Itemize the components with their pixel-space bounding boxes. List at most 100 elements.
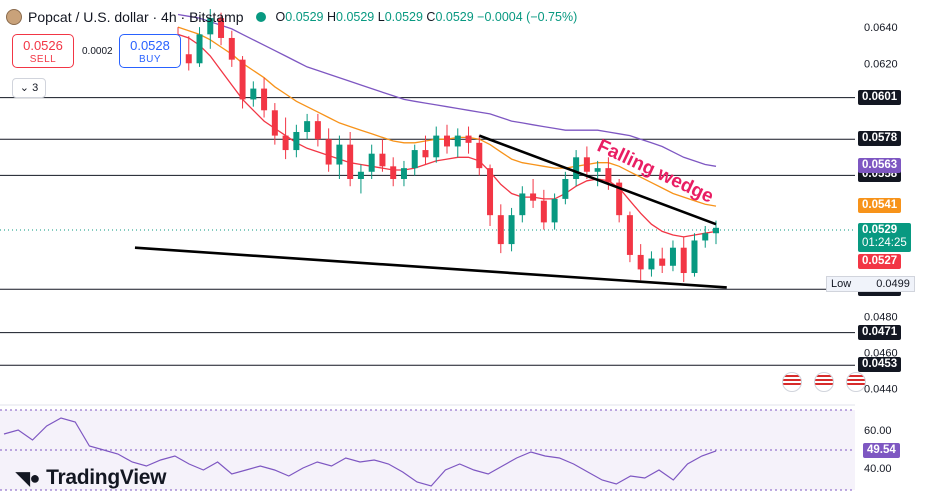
brand-name: TradingView bbox=[46, 466, 167, 489]
candle-body bbox=[218, 18, 225, 38]
low-label: Low bbox=[831, 278, 852, 290]
l-value: 0.0529 bbox=[384, 10, 423, 24]
candle-body bbox=[487, 168, 494, 216]
c-value: 0.0529 bbox=[435, 10, 474, 24]
candle-body bbox=[497, 215, 504, 245]
price-tag-value: 0.0527 bbox=[862, 255, 898, 267]
candle-body bbox=[465, 135, 472, 143]
candle-body bbox=[207, 18, 214, 35]
symbol-title[interactable]: Popcat / U.S. dollar · 4h · Bitstamp bbox=[28, 9, 244, 25]
candle-body bbox=[540, 200, 547, 223]
price-tag-value: 0.0541 bbox=[862, 199, 898, 212]
candle-body bbox=[713, 227, 719, 234]
candle-body bbox=[271, 110, 278, 136]
low-marker: Low 0.0499 bbox=[826, 276, 915, 292]
sell-price: 0.0526 bbox=[23, 38, 63, 53]
level-tag: 0.0578 bbox=[858, 131, 902, 147]
price-tag: 0.0563 bbox=[858, 158, 902, 174]
rsi-tick-40: 40.00 bbox=[864, 463, 892, 475]
countdown-timer: 01:24:25 bbox=[862, 237, 907, 249]
chevron-down-icon: ⌄ bbox=[19, 82, 30, 94]
live-dot-icon bbox=[255, 12, 266, 22]
rsi-value-tag: 49.54 bbox=[863, 443, 900, 458]
candle-body bbox=[669, 247, 676, 266]
candle-body bbox=[562, 178, 569, 199]
candle-body bbox=[659, 258, 666, 266]
price-tag-value: 0.0529 bbox=[862, 224, 898, 236]
us-flag-icon[interactable] bbox=[782, 372, 802, 392]
level-tag: 0.0601 bbox=[858, 89, 902, 105]
wedge-line bbox=[134, 246, 727, 289]
candle-body bbox=[347, 144, 354, 179]
candle-body bbox=[368, 153, 375, 172]
candle-body bbox=[691, 240, 698, 274]
candle-body bbox=[594, 168, 601, 172]
h-label: H bbox=[326, 10, 337, 24]
level-tag: 0.0471 bbox=[858, 324, 902, 340]
candle-body bbox=[261, 88, 268, 111]
change-value: −0.0004 (−0.75%) bbox=[477, 10, 578, 24]
wedge-line bbox=[478, 134, 717, 226]
us-flag-icon[interactable] bbox=[814, 372, 834, 392]
candle-body bbox=[626, 215, 633, 255]
candle-body bbox=[282, 135, 289, 151]
chart-header: Popcat / U.S. dollar · 4h · Bitstamp O0.… bbox=[6, 6, 577, 28]
candle-body bbox=[325, 139, 332, 165]
price-tick-label: 0.0640 bbox=[864, 22, 898, 34]
candle-body bbox=[239, 59, 246, 100]
horizontal-levels bbox=[0, 97, 855, 366]
candle-body bbox=[680, 247, 687, 274]
sell-button[interactable]: 0.0526 SELL bbox=[12, 34, 74, 68]
candle-body bbox=[444, 135, 450, 147]
candle-body bbox=[185, 54, 192, 64]
candle-body bbox=[605, 168, 612, 183]
tradingview-brand[interactable]: ◥● TradingView bbox=[16, 466, 166, 490]
price-tick-label: 0.0460 bbox=[864, 348, 898, 360]
sell-label: SELL bbox=[29, 54, 57, 65]
price-candles bbox=[175, 9, 719, 283]
price-tag: 0.0527 bbox=[858, 254, 902, 269]
price-tick-label: 0.0620 bbox=[864, 58, 898, 70]
indicators-collapse-button[interactable]: ⌄ 3 bbox=[12, 78, 46, 98]
low-value: 0.0499 bbox=[876, 278, 910, 290]
moving-average-line bbox=[177, 13, 717, 167]
candle-body bbox=[508, 215, 515, 245]
rsi-band bbox=[0, 410, 855, 490]
c-label: C bbox=[426, 10, 436, 24]
buy-label: BUY bbox=[138, 54, 162, 65]
rsi-tick-60: 60.00 bbox=[864, 425, 892, 437]
candle-body bbox=[551, 198, 558, 223]
candle-body bbox=[379, 153, 386, 167]
candle-body bbox=[476, 142, 483, 169]
candle-body bbox=[530, 193, 537, 201]
candle-body bbox=[573, 157, 580, 179]
candle-body bbox=[357, 171, 364, 179]
candle-body bbox=[648, 258, 655, 270]
rsi-line bbox=[3, 417, 717, 487]
tradingview-logo-icon: ◥● bbox=[16, 467, 41, 488]
spread-value: 0.0002 bbox=[82, 46, 113, 57]
candle-body bbox=[702, 233, 709, 241]
candle-body bbox=[293, 131, 300, 151]
candle-body bbox=[422, 150, 429, 158]
buy-price: 0.0528 bbox=[130, 38, 170, 53]
indicators-count: 3 bbox=[32, 82, 39, 94]
h-value: 0.0529 bbox=[336, 10, 375, 24]
candle-body bbox=[304, 121, 311, 132]
candle-body bbox=[583, 157, 590, 172]
candle-body bbox=[411, 150, 418, 169]
candle-body bbox=[519, 193, 526, 216]
falling-wedge-lines bbox=[134, 134, 727, 289]
price-axis-ticks: 0.0640 0.0620 0.0480 0.0460 0.0440 bbox=[864, 22, 898, 396]
candle-body bbox=[616, 182, 623, 216]
price-tag: 0.0541 bbox=[858, 198, 902, 214]
level-tag: 0.0453 bbox=[858, 357, 902, 373]
candle-body bbox=[228, 37, 235, 60]
candle-body bbox=[250, 88, 257, 100]
moving-average-line bbox=[177, 33, 717, 238]
buy-button[interactable]: 0.0528 BUY bbox=[119, 34, 181, 68]
price-tag-value: 0.0563 bbox=[862, 159, 898, 172]
us-flag-icon[interactable] bbox=[846, 372, 866, 392]
price-tick-label: 0.0480 bbox=[864, 311, 898, 323]
